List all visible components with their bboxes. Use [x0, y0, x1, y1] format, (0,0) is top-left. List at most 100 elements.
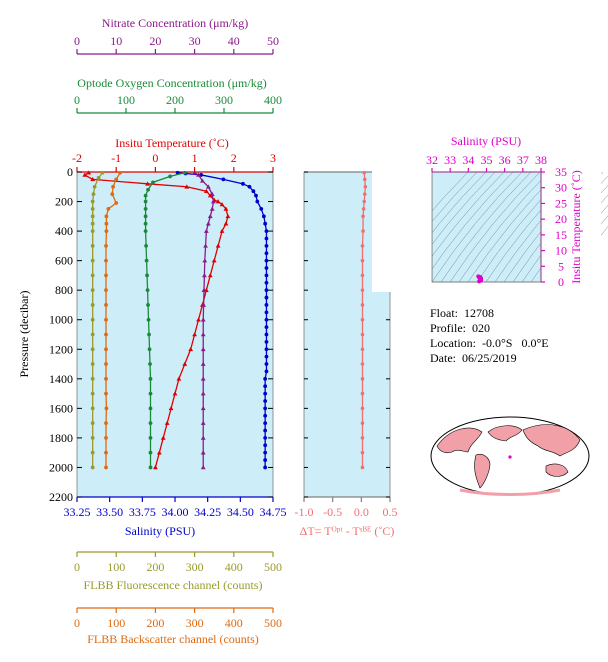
temperature-ticks-label: 1 [192, 151, 198, 165]
pressure-tick-label: 1800 [49, 431, 73, 445]
data-point-temperature [219, 202, 225, 207]
data-point-salinity [264, 369, 269, 374]
ts-axis-title: Salinity (PSU) [451, 134, 521, 148]
data-point-salinity [263, 384, 268, 389]
ts-salinity-tick-label: 36 [499, 153, 511, 167]
delta-point [363, 184, 368, 189]
delta-tick-label: -0.5 [323, 505, 342, 519]
ts-salinity-tick-label: 33 [444, 153, 456, 167]
data-point-fluorescence [90, 362, 95, 366]
data-point-fluorescence [92, 184, 97, 189]
oxygen-ticks-label: 300 [215, 93, 233, 107]
oxygen-axis: Optode Oxygen Concentration (μm/kg) 0 100… [74, 76, 282, 114]
fluorescence-ticks-label: 400 [225, 560, 243, 574]
data-point-salinity [264, 288, 269, 293]
data-point-temperature [203, 188, 209, 194]
float-location-marker [508, 455, 512, 459]
data-point-salinity [263, 458, 268, 462]
data-point-salinity [264, 236, 269, 241]
data-point-nitrate [211, 199, 216, 204]
data-point-salinity [264, 266, 269, 270]
ts-temperature-axis-title: Insitu Temperature (˚C) [569, 170, 583, 284]
data-point-salinity [264, 280, 269, 285]
data-point-backscatter [104, 317, 108, 322]
ts-series [476, 274, 484, 284]
data-point-nitrate [203, 228, 209, 233]
main-plot-area [76, 171, 274, 498]
data-point-nitrate [200, 361, 206, 366]
data-point-fluorescence [100, 170, 105, 175]
data-point-fluorescence [90, 288, 95, 293]
fluorescence-ticks-label: 100 [107, 560, 125, 574]
data-point-nitrate [205, 184, 211, 189]
data-point-temperature [176, 376, 182, 381]
salinity-ticks-label: 33.75 [129, 505, 156, 519]
data-point-nitrate [200, 465, 206, 470]
data-point-oxygen [148, 421, 153, 426]
data-point-temperature [223, 221, 229, 226]
data-point-salinity [264, 295, 269, 300]
data-point-salinity [264, 258, 269, 263]
ts-plot-area [431, 171, 542, 283]
delta-axis: -1.0 -0.5 0.0 0.5 [295, 171, 398, 519]
data-point-fluorescence [90, 258, 95, 263]
data-point-oxygen [147, 332, 151, 337]
pressure-tick-label: 1400 [49, 372, 73, 386]
data-point-temperature [145, 181, 150, 186]
data-point-temperature [211, 258, 217, 263]
delta-point [360, 303, 365, 307]
data-point-salinity [263, 391, 268, 396]
data-point-backscatter [111, 184, 115, 189]
data-point-salinity [251, 189, 256, 194]
data-point-oxygen [148, 450, 153, 455]
data-point-oxygen [151, 180, 155, 185]
series-line-temperature [83, 172, 229, 468]
data-point-nitrate [200, 317, 206, 322]
data-point-backscatter [104, 421, 108, 426]
data-point-fluorescence [90, 376, 95, 381]
pressure-tick-label: 600 [55, 254, 73, 268]
salinity-axis-title: Salinity (PSU) [125, 524, 195, 538]
data-point-temperature [168, 405, 174, 411]
nitrate-ticks-label: 0 [74, 34, 80, 48]
delta-point [360, 288, 365, 292]
pressure-tick-label: 200 [55, 195, 73, 209]
data-point-salinity [263, 221, 268, 226]
data-point-oxygen [168, 174, 173, 179]
data-point-nitrate [200, 435, 206, 440]
ts-temperature-tick-label: 15 [555, 228, 567, 242]
delta-point [360, 317, 365, 322]
delta-point [360, 273, 365, 278]
fluorescence-ticks-label: 0 [74, 560, 80, 574]
nitrate-ticks-label: 20 [149, 34, 161, 48]
data-point-backscatter [104, 288, 108, 293]
data-point-salinity [254, 193, 258, 198]
pressure-tick-label: 400 [55, 224, 73, 238]
oxygen-ticks-label: 400 [264, 93, 282, 107]
delta-series [360, 170, 368, 470]
data-point-backscatter [104, 406, 109, 411]
data-point-nitrate [207, 213, 213, 219]
main-series [82, 170, 269, 470]
delta-point [361, 214, 365, 219]
data-point-nitrate [192, 170, 197, 175]
data-point-salinity [261, 214, 266, 219]
delta-point [360, 347, 365, 352]
temperature-axis: -2 -1 0 1 2 3 [72, 151, 276, 172]
data-point-nitrate [200, 346, 206, 352]
data-point-temperature [156, 450, 162, 455]
data-point-fluorescence [90, 347, 95, 352]
data-point-salinity [264, 310, 269, 315]
data-point-fluorescence [90, 303, 95, 307]
delta-point [360, 436, 365, 440]
profile-date: Date: 06/25/2019 [430, 351, 517, 365]
data-point-backscatter [104, 221, 109, 226]
data-point-oxygen [148, 436, 153, 440]
data-point-fluorescence [96, 176, 101, 180]
data-point-salinity [264, 354, 269, 359]
data-point-oxygen [148, 465, 153, 470]
delta-point [362, 170, 367, 175]
ts-salinity-tick-label: 32 [426, 153, 438, 167]
fluorescence-axis: 0 100 200 300 400 500 FLBB Fluorescence chann… [74, 551, 282, 592]
profile-number: Profile: 020 [430, 321, 490, 335]
